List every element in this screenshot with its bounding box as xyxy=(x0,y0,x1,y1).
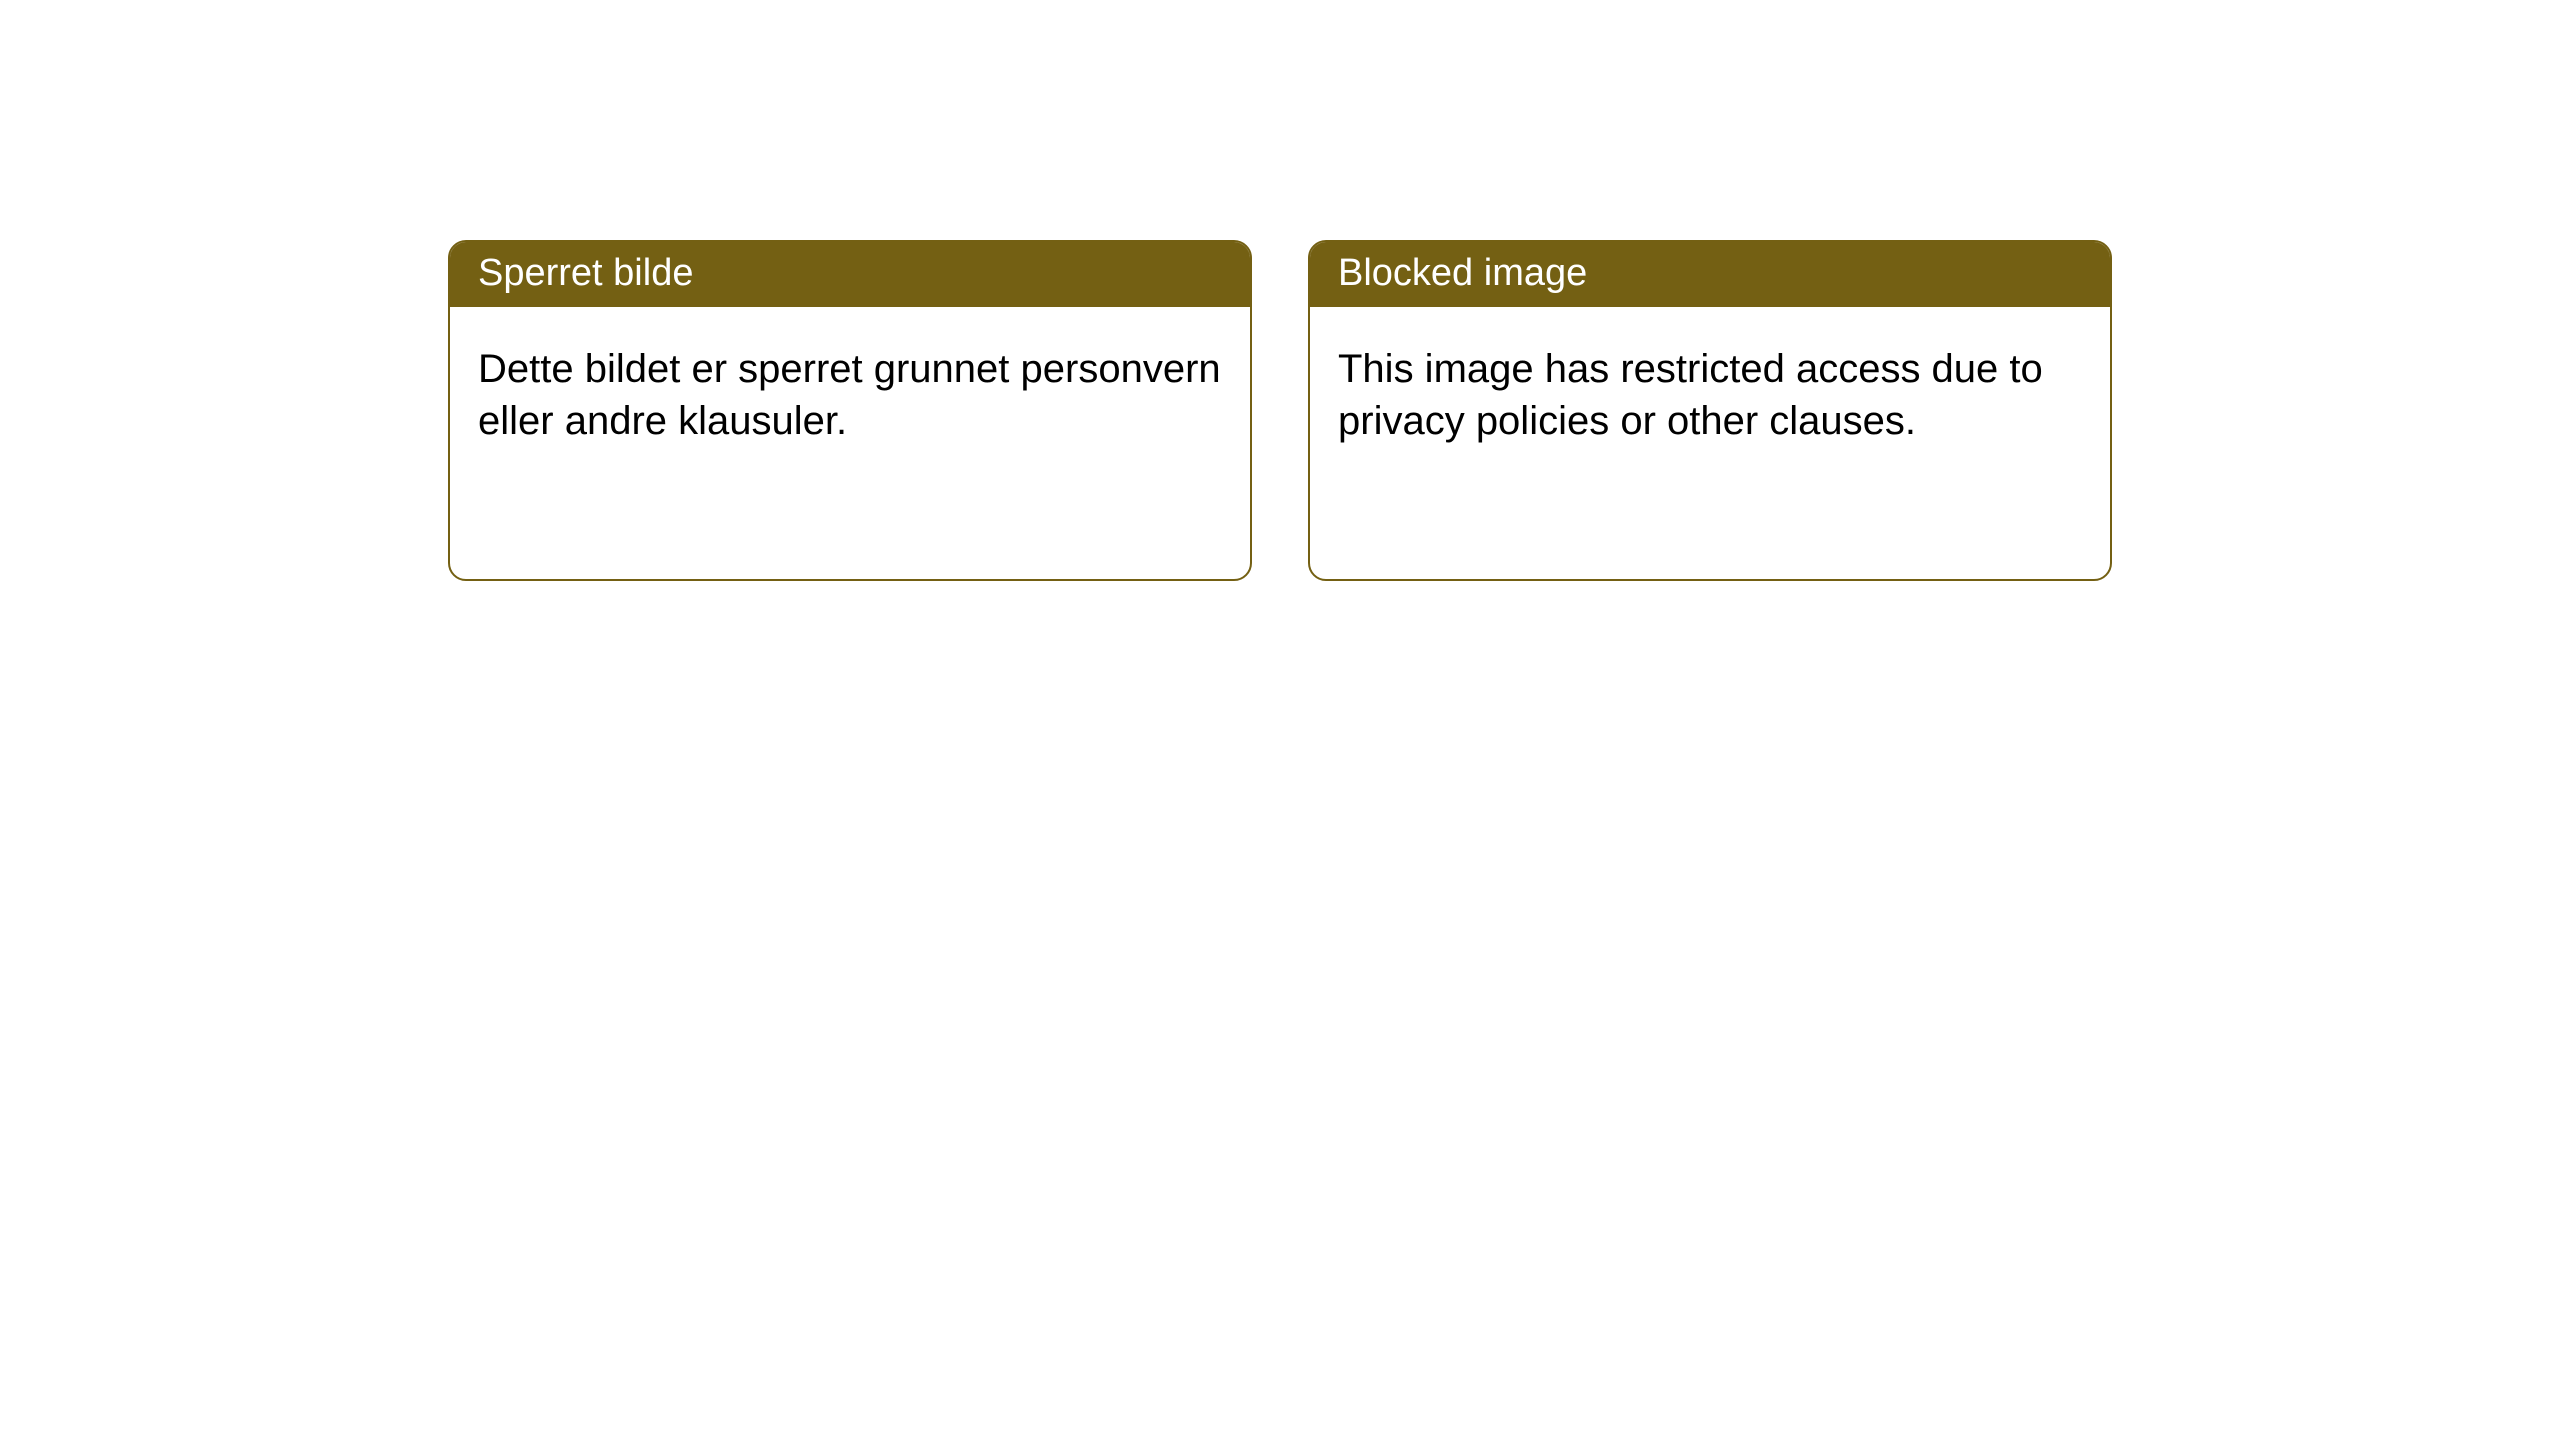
blocked-image-card-en: Blocked image This image has restricted … xyxy=(1308,240,2112,581)
card-header: Blocked image xyxy=(1310,242,2110,307)
card-body: Dette bildet er sperret grunnet personve… xyxy=(450,307,1250,579)
blocked-image-card-no: Sperret bilde Dette bildet er sperret gr… xyxy=(448,240,1252,581)
card-title: Sperret bilde xyxy=(478,252,693,294)
card-body-text: Dette bildet er sperret grunnet personve… xyxy=(478,343,1222,447)
card-body-text: This image has restricted access due to … xyxy=(1338,343,2082,447)
notice-container: Sperret bilde Dette bildet er sperret gr… xyxy=(0,0,2560,581)
card-body: This image has restricted access due to … xyxy=(1310,307,2110,579)
card-header: Sperret bilde xyxy=(450,242,1250,307)
card-title: Blocked image xyxy=(1338,252,1587,294)
